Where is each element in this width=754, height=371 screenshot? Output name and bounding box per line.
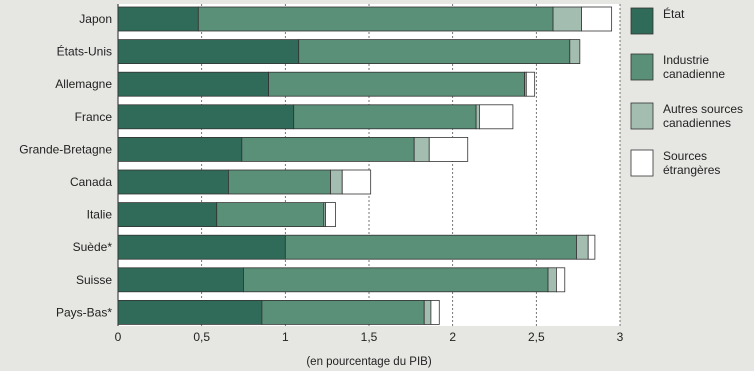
x-tick-label: 2	[449, 330, 456, 344]
bar-segment	[261, 299, 425, 325]
category-label: Suède*	[73, 240, 113, 254]
category-label: Grande-Bretagne	[19, 142, 112, 156]
bar-segment	[268, 71, 526, 97]
x-tick-label: 1	[282, 330, 289, 344]
bar-segment	[430, 299, 440, 325]
bar-segment	[117, 6, 199, 32]
bar-segment	[341, 169, 372, 195]
legend-label: Sources étrangères	[663, 149, 720, 177]
category-labels: Japon États-Unis Allemagne France Grande-Bre…	[19, 12, 112, 319]
legend-swatch	[630, 149, 654, 177]
bar-segment	[293, 104, 477, 130]
bar-segment	[479, 104, 514, 130]
category-label: Italie	[87, 208, 113, 222]
bar-segment	[525, 71, 536, 97]
category-label: Japon	[79, 12, 112, 26]
legend-swatch	[630, 102, 654, 130]
bar-segment	[298, 39, 571, 64]
category-label: Suisse	[76, 273, 112, 287]
legend-label: Autres sources canadiennes	[663, 102, 743, 130]
bar-segment	[587, 234, 596, 260]
bar-segment	[547, 267, 557, 293]
bar-segment	[423, 299, 432, 325]
bar-segment	[117, 202, 218, 228]
bar-segment	[330, 169, 343, 195]
x-tick-labels: 0 0,5 1 1,5 2 2,5 3	[115, 330, 624, 344]
bar-segment	[552, 6, 582, 32]
bar-segment	[117, 104, 295, 130]
category-label: France	[75, 110, 113, 124]
bar-segment	[243, 267, 549, 293]
legend-swatch	[630, 53, 654, 81]
bar-segment	[117, 267, 244, 293]
legend-swatch	[630, 7, 654, 35]
bar-segment	[428, 136, 469, 162]
bar-segment	[569, 39, 581, 64]
bar-segment	[228, 169, 331, 195]
bar-segment	[325, 202, 336, 228]
legend-label: Industrie canadienne	[663, 53, 725, 81]
bar-segment	[117, 299, 263, 325]
x-tick-label: 2,5	[528, 330, 545, 344]
bar-segment	[581, 6, 613, 32]
bar-segment	[117, 169, 229, 195]
bar-segment	[197, 6, 554, 32]
bar-segment	[117, 136, 243, 162]
bar-segment	[216, 202, 325, 228]
x-axis-title: (en pourcentage du PIB)	[306, 356, 431, 368]
bar-segment	[556, 267, 566, 293]
category-label: Pays-Bas*	[56, 305, 112, 319]
legend: État Industrie canadienne Autres sources can…	[630, 6, 743, 177]
bar-segment	[475, 104, 480, 130]
bar-segment	[117, 71, 270, 97]
x-tick-label: 3	[617, 330, 624, 344]
bars	[117, 6, 613, 325]
bar-segment	[241, 136, 415, 162]
bar-segment	[284, 234, 577, 260]
x-tick-label: 0,5	[193, 330, 210, 344]
bar-segment	[117, 234, 286, 260]
bar-segment	[117, 39, 300, 64]
bar-segment	[576, 234, 589, 260]
x-tick-label: 1,5	[361, 330, 378, 344]
legend-label: État	[663, 6, 685, 21]
category-label: États-Unis	[57, 44, 112, 59]
bar-segment	[413, 136, 430, 162]
x-tick-label: 0	[115, 330, 122, 344]
category-label: Canada	[70, 175, 112, 189]
category-label: Allemagne	[55, 77, 112, 91]
